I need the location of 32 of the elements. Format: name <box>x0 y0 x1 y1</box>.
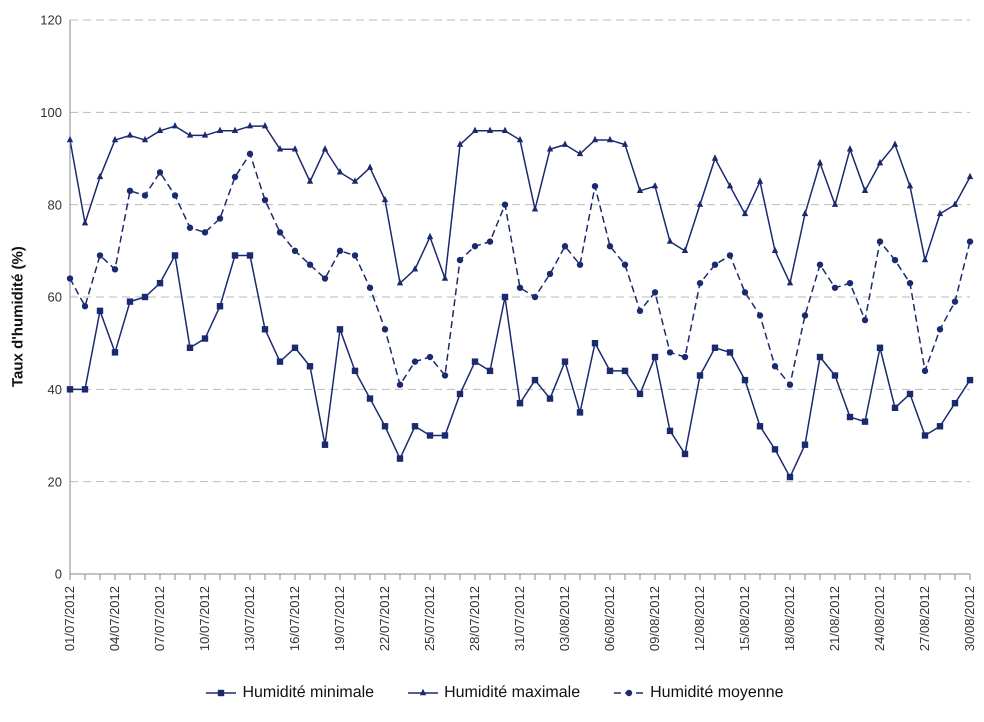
x-tick-label: 19/07/2012 <box>332 586 348 652</box>
y-tick-label: 80 <box>48 197 62 212</box>
x-tick-label: 12/08/2012 <box>692 586 708 652</box>
x-tick-label: 22/07/2012 <box>377 586 392 652</box>
x-tick-label: 15/08/2012 <box>737 586 752 652</box>
y-tick-label: 40 <box>48 382 62 397</box>
legend-label: Humidité moyenne <box>649 684 784 702</box>
y-tick-label: 20 <box>48 474 62 490</box>
legend-label: Humidité minimale <box>241 684 374 702</box>
x-tick-label: 16/07/2012 <box>287 586 302 652</box>
y-tick-label: 0 <box>54 566 62 582</box>
x-tick-label: 27/08/2012 <box>917 586 932 652</box>
x-tick-label: 18/08/2012 <box>782 586 798 652</box>
x-tick-label: 04/07/2012 <box>107 586 122 652</box>
x-tick-label: 24/08/2012 <box>872 586 888 652</box>
x-tick-label: 06/08/2012 <box>602 586 618 652</box>
y-tick-label: 60 <box>48 290 62 305</box>
x-tick-label: 03/08/2012 <box>557 586 572 652</box>
y-tick-label: 120 <box>40 12 62 28</box>
x-tick-label: 21/08/2012 <box>827 586 842 652</box>
x-tick-label: 30/08/2012 <box>962 586 978 652</box>
x-tick-label: 13/07/2012 <box>242 586 258 652</box>
x-tick-label: 28/07/2012 <box>467 586 482 652</box>
y-axis-title: Taux d'humidité (%) <box>9 246 26 387</box>
x-tick-label: 25/07/2012 <box>422 586 438 652</box>
x-tick-label: 10/07/2012 <box>197 586 212 652</box>
legend-label: Humidité maximale <box>443 684 580 702</box>
x-tick-label: 07/07/2012 <box>152 586 168 652</box>
x-tick-label: 09/08/2012 <box>647 586 662 652</box>
y-tick-label: 100 <box>40 104 62 120</box>
x-tick-label: 01/07/2012 <box>62 586 78 652</box>
x-tick-label: 31/07/2012 <box>512 586 528 652</box>
